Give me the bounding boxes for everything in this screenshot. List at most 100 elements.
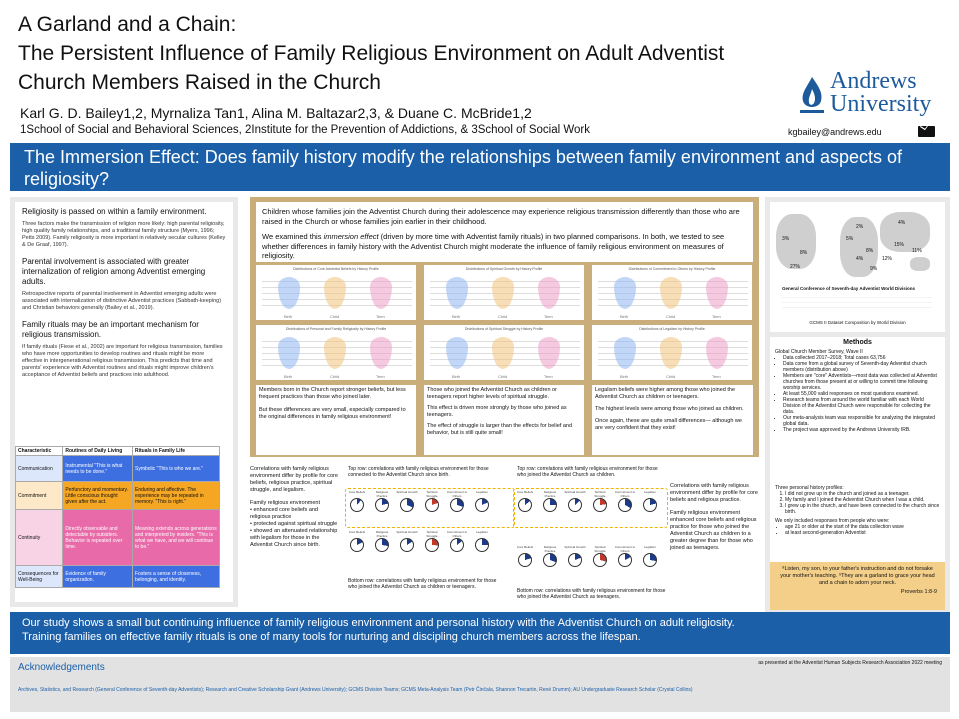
included-item: at least second-generation Adventist <box>785 530 940 536</box>
correlation-pie <box>543 498 557 512</box>
col3-paragraph-2: The highest levels were among those who … <box>595 406 744 412</box>
map-europe-africa <box>840 217 878 277</box>
violin-shape <box>492 337 514 369</box>
ritual-cell: Symbolic "This is who we are." <box>132 455 220 482</box>
intro-paragraph-2-b: (driven by more time with Adventist fami… <box>262 232 725 260</box>
violin-shape <box>706 277 728 309</box>
pie-group-2-bottom-caption: Bottom row: correlations with family rel… <box>517 588 666 600</box>
corr-left-bullet: • protected against spiritual struggle <box>250 521 338 527</box>
methods-item: The project was approved by the Andrews … <box>783 427 940 433</box>
ack-text: Archives, Statistics, and Research (Gene… <box>18 687 693 693</box>
proverbs-verse: ⁸Listen, my son, to your father's instru… <box>770 562 945 610</box>
ack-title: Acknowledgements <box>18 662 105 673</box>
violin-shape <box>538 277 560 309</box>
table-header-row: Characteristic Routines of Daily Living … <box>14 446 220 456</box>
methods-list: Data collected 2017–2018; Total cases 63… <box>775 355 940 433</box>
correlation-pie <box>375 498 389 512</box>
violin-axis-label: Teen <box>376 314 385 319</box>
violin-axis-label: Teen <box>712 374 721 379</box>
violin-shape <box>324 337 346 369</box>
pie-label: Legalism <box>643 545 656 549</box>
corr-right-intro: Correlations with family religious envir… <box>670 483 758 503</box>
violin-shape <box>614 337 636 369</box>
corr-left-intro: Correlations with family religious envir… <box>250 466 338 493</box>
table-header-cell: Routines of Daily Living <box>62 446 133 456</box>
ritual-cell: Meaning extends across generations and i… <box>132 509 220 566</box>
pie-label: Spiritual Growth <box>396 530 418 534</box>
violin-axis-label: Child <box>666 314 676 319</box>
pie-label: Spiritual Growth <box>564 545 586 549</box>
profiles-box: Three personal history profiles: I did n… <box>770 482 945 572</box>
violin-plot: Distributions of Personal and Family Rel… <box>256 325 416 380</box>
pie-label: Legalism <box>475 530 488 534</box>
table-row: Consequences for Well-Being Evidence of … <box>14 565 220 588</box>
violin-shape <box>614 277 636 309</box>
pie-label: Spiritual Struggle <box>594 490 606 498</box>
contact-email[interactable]: kgbailey@andrews.edu <box>788 127 882 137</box>
table-header-cell: Rituals in Family Life <box>132 446 220 456</box>
violin-title: Distributions of Spiritual Struggle by H… <box>464 327 544 331</box>
pie-label: Legalism <box>643 490 656 494</box>
col2-paragraph-1: Those who joined the Adventist Church as… <box>427 387 557 400</box>
intro-paragraph-2: We examined this immersion effect (drive… <box>262 232 747 261</box>
ritual-cell: Fosters a sense of closeness, belonging,… <box>132 565 220 588</box>
pie-label: Spiritual Struggle <box>426 530 438 538</box>
left-paragraph-2: Retrospective reports of parental involv… <box>22 291 222 311</box>
routine-cell: Instrumental "This is what needs to be d… <box>62 455 133 482</box>
pie-group-2-top-caption: Top row: correlations with family religi… <box>517 466 658 478</box>
correlation-pie <box>350 498 364 512</box>
map-australia <box>910 257 930 271</box>
background-panel: Religiosity is passed on within a family… <box>10 197 238 607</box>
correlation-pie <box>425 538 439 552</box>
ritual-cell: Enduring and affective. The experience m… <box>132 481 220 510</box>
correlation-pie <box>375 538 389 552</box>
center-text-col-2: Those who joined the Adventist Church as… <box>424 385 584 455</box>
profile-item: I did not grow up in the church and join… <box>785 491 940 497</box>
violin-axis-label: Birth <box>620 314 629 319</box>
left-paragraph-1: Three factors make the transmission of r… <box>22 221 226 248</box>
methods-item: Our meta-analysis team was responsible f… <box>783 415 940 427</box>
table-row: Commitment Perfunctory and momentary. Li… <box>14 481 220 510</box>
violin-shape <box>370 337 392 369</box>
verse-text: ⁸Listen, my son, to your father's instru… <box>780 566 935 586</box>
correlation-pie <box>618 553 632 567</box>
andrews-flame-logo-icon <box>800 77 824 113</box>
row-label: Commitment <box>14 481 64 510</box>
pie-label: Spiritual Struggle <box>594 545 606 553</box>
map-pct-label: 12% <box>882 256 893 262</box>
world-division-map: 4% 2% 3% 5% 8% 27% 8% 4% 12% 15% 11% 9% … <box>770 202 945 332</box>
center-text-col-3: Legalism beliefs were higher among those… <box>592 385 753 455</box>
violin-axis-label: Birth <box>284 374 293 379</box>
university-logo-text: Andrews University <box>830 69 931 116</box>
conclusion-banner: Our study shows a small but continuing i… <box>10 612 950 654</box>
pie-label: Spiritual Struggle <box>426 490 438 498</box>
routine-cell: Evidence of family organization. <box>62 565 133 588</box>
included-list: age 21 or older at the start of the data… <box>775 524 940 536</box>
intro-emphasis: immersion effect <box>323 232 379 241</box>
routines-rituals-table: Characteristic Routines of Daily Living … <box>14 446 220 588</box>
corr-left-bullet: • showed an attenuated relationship with… <box>250 528 338 548</box>
correlation-pie <box>543 553 557 567</box>
violin-plot: Distributions of Spiritual Struggle by H… <box>424 325 584 380</box>
map-legend-swatches <box>782 293 932 309</box>
pie-label: Commitment to Others <box>446 490 468 498</box>
pie-label: Core Beliefs <box>348 530 366 534</box>
pie-label: Core Beliefs <box>348 490 366 494</box>
correlation-pie <box>568 498 582 512</box>
highlight-box <box>345 488 515 528</box>
pie-label: Commitment to Others <box>614 545 636 553</box>
methods-item: Data come from a global survey of Sevent… <box>783 361 940 373</box>
pie-label: Spiritual Growth <box>564 490 586 494</box>
intro-paragraph-2-a: We examined this <box>262 232 324 241</box>
methods-box: Methods Global Church Member Survey, Wav… <box>770 337 945 492</box>
correlation-pie <box>350 538 364 552</box>
map-pct-label: 8% <box>866 248 874 254</box>
violin-shape <box>278 337 300 369</box>
methods-title: Methods <box>843 339 872 346</box>
included-item: age 21 or older at the start of the data… <box>785 524 940 530</box>
map-pct-label: 27% <box>790 264 801 270</box>
corr-left-bullet-text: showed an attenuated relationship with l… <box>250 528 338 548</box>
violin-title: Distributions of Core Adventist Beliefs … <box>293 267 379 271</box>
correlation-pie <box>643 498 657 512</box>
col1-paragraph-2: But these differences are very small, es… <box>259 407 406 420</box>
